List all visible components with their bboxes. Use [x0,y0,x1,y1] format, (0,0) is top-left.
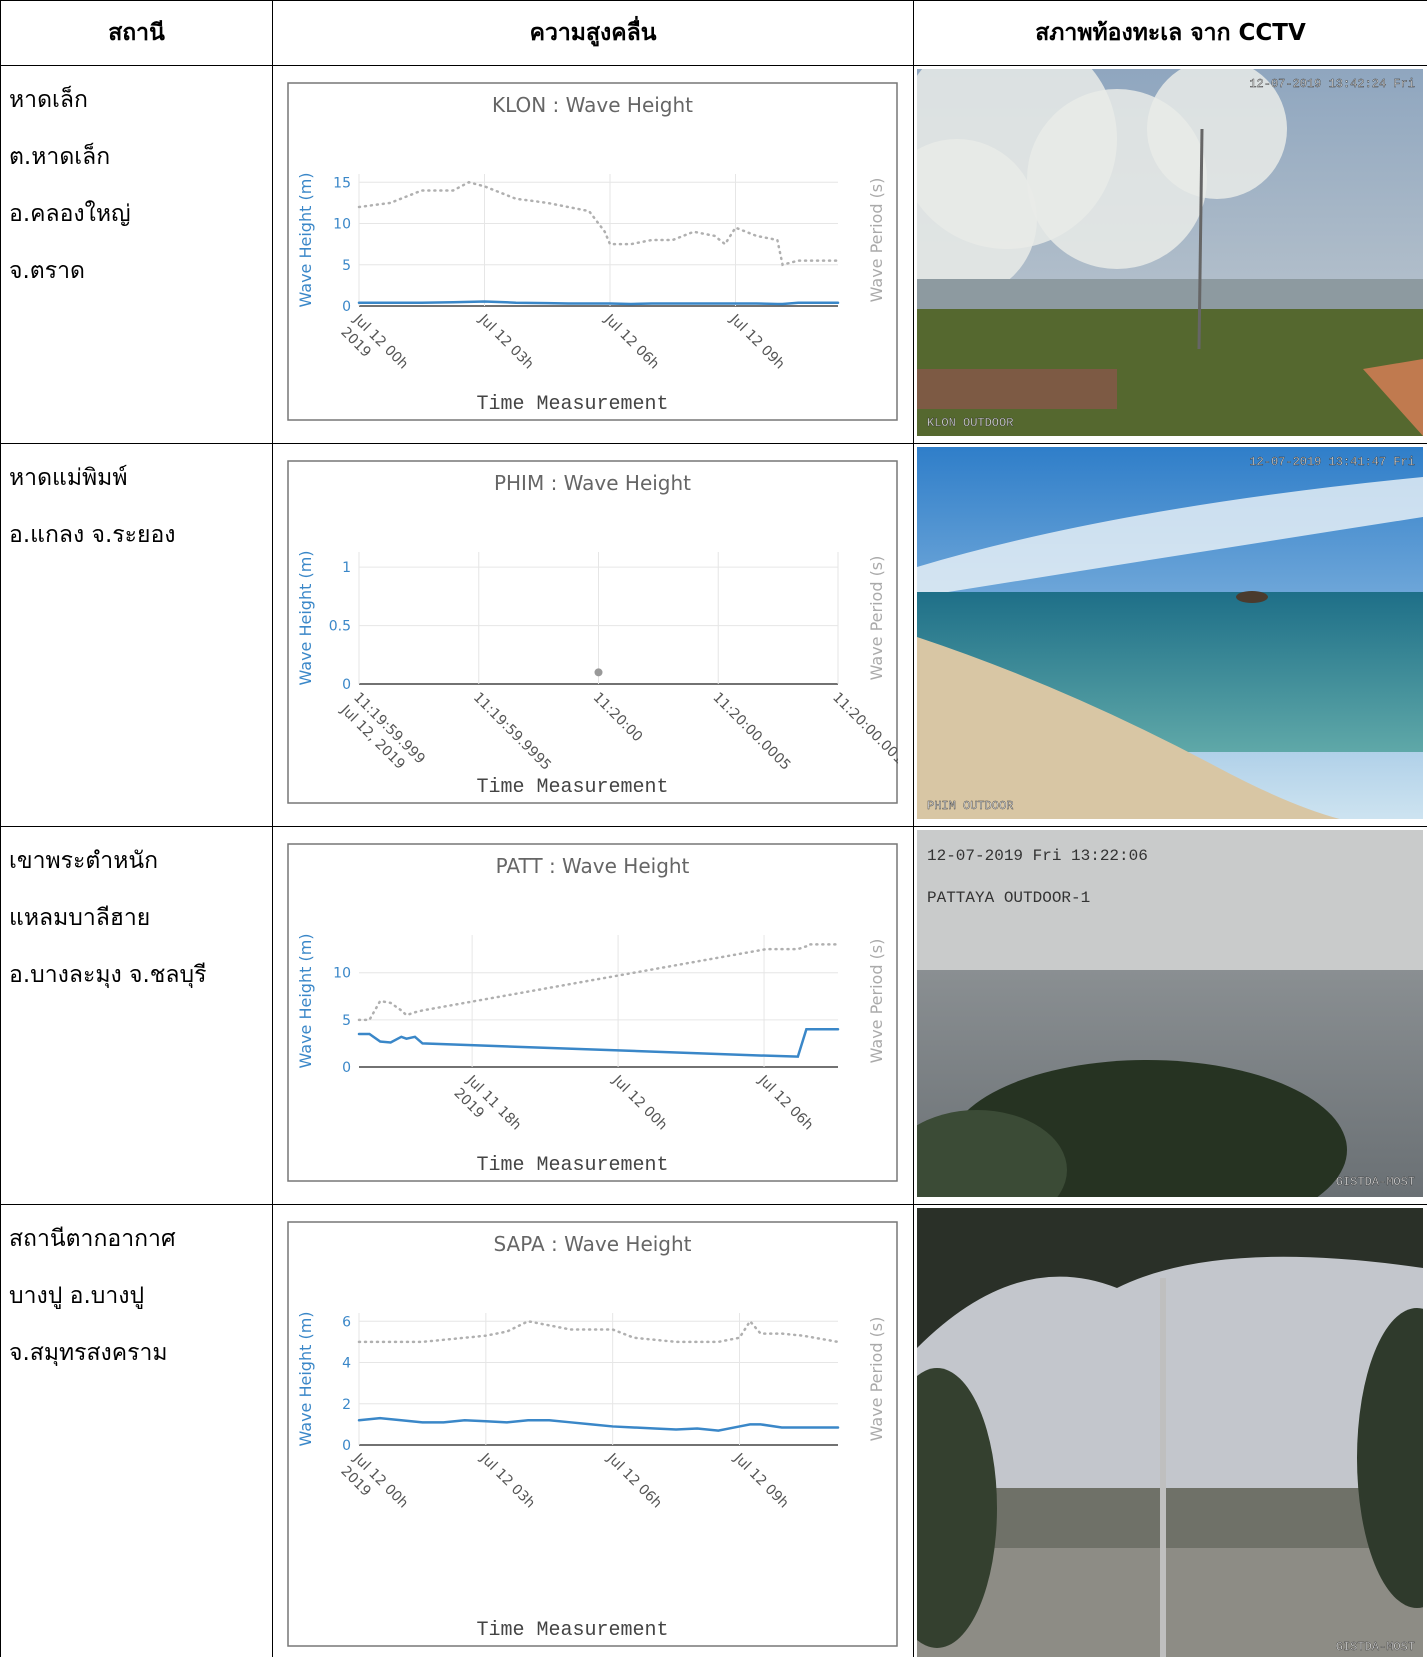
station-row: หาดแม่พิมพ์อ.แกลง จ.ระยอง PHIM : Wave Hei… [1,444,1427,827]
x-axis-title: Time Measurement [476,393,668,416]
y2-axis-title: Wave Period (s) [867,1317,886,1442]
station-line: ต.หาดเล็ก [9,129,264,186]
y2-axis-title: Wave Period (s) [867,178,886,303]
scene-part [917,369,1117,409]
scene-part [1160,1278,1166,1657]
y-tick-label: 10 [333,966,351,982]
station-row: สถานีตากอากาศบางปู อ.บางปูจ.สมุทรสงคราม S… [1,1205,1427,1657]
station-line: จ.ตราด [9,243,264,300]
cctv-overlay-text: GISTDA-MOST [1336,1640,1415,1654]
station-row: หาดเล็กต.หาดเล็กอ.คลองใหญ่จ.ตราด KLON : W… [1,66,1427,444]
station-cell: สถานีตากอากาศบางปู อ.บางปูจ.สมุทรสงคราม [1,1205,273,1657]
chart-frame [288,1222,897,1646]
x-axis-title: Time Measurement [476,1619,668,1642]
y2-axis-title: Wave Period (s) [867,556,886,681]
y-tick-label: 0.5 [329,619,351,635]
cctv-image: GISTDA-MOST [917,1208,1423,1657]
cctv-cell: 12-07-2019 Fri 13:22:06 PATTAYA OUTDOOR-1… [914,827,1427,1205]
y-axis-title: Wave Height (m) [296,172,315,307]
wave-chart: PHIM : Wave Height00.5111:19:59.999Jul 1… [287,460,898,804]
header-cell: สถานี [1,1,273,66]
y-tick-label: 5 [342,1013,351,1029]
y-axis-title: Wave Height (m) [296,933,315,1068]
cctv-overlay-text: GISTDA-MOST [1336,1175,1415,1189]
y-tick-label: 1 [342,560,351,576]
cctv-cell: 12-07-2019 13:41:47 Fri PHIM OUTDOOR [914,444,1427,827]
chart-title: SAPA : Wave Height [493,1232,691,1256]
x-axis-title: Time Measurement [476,776,668,799]
station-line: หาดแม่พิมพ์ [9,450,264,507]
x-axis-title: Time Measurement [476,1154,668,1177]
station-line: เขาพระตำหนัก [9,833,264,890]
chart-frame [288,83,897,420]
y-axis-title: Wave Height (m) [296,550,315,685]
y2-axis-title: Wave Period (s) [867,939,886,1064]
header-row: สถานีความสูงคลื่นสภาพท้องทะเล จาก CCTV [1,1,1427,66]
y-tick-label: 0 [342,1438,351,1454]
y-tick-label: 5 [342,258,351,274]
header-cell: ความสูงคลื่น [273,1,914,66]
y-tick-label: 10 [333,217,351,233]
station-line: จ.สมุทรสงคราม [9,1325,264,1382]
cctv-image: 12-07-2019 Fri 13:22:06 PATTAYA OUTDOOR-1… [917,830,1423,1197]
station-line: แหลมบาลีฮาย [9,890,264,947]
station-line: อ.บางละมุง จ.ชลบุรี [9,947,264,1004]
cctv-image: 12-07-2019 13:42:24 Fri KLON OUTDOOR [917,69,1423,436]
station-line: อ.คลองใหญ่ [9,186,264,243]
station-table: สถานีความสูงคลื่นสภาพท้องทะเล จาก CCTV ห… [0,0,1427,1657]
data-point [595,668,603,676]
station-line: บางปู อ.บางปู [9,1268,264,1325]
cctv-overlay-text: 12-07-2019 13:41:47 Fri [1249,455,1415,469]
y-tick-label: 0 [342,1060,351,1076]
chart-title: KLON : Wave Height [492,93,693,117]
cctv-overlay-text: 12-07-2019 13:42:24 Fri [1249,77,1415,91]
chart-title: PHIM : Wave Height [494,471,691,495]
station-cell: เขาพระตำหนักแหลมบาลีฮายอ.บางละมุง จ.ชลบุ… [1,827,273,1205]
y-tick-label: 15 [333,175,351,191]
station-line: อ.แกลง จ.ระยอง [9,507,264,564]
scene-part [917,279,1423,309]
chart-cell: PATT : Wave Height0510Jul 11 18h2019Jul … [273,827,914,1205]
station-row: เขาพระตำหนักแหลมบาลีฮายอ.บางละมุง จ.ชลบุ… [1,827,1427,1205]
station-line: สถานีตากอากาศ [9,1211,264,1268]
y-tick-label: 4 [342,1356,351,1372]
cctv-overlay-text: PHIM OUTDOOR [927,799,1013,813]
y-axis-title: Wave Height (m) [296,1311,315,1446]
station-cell: หาดแม่พิมพ์อ.แกลง จ.ระยอง [1,444,273,827]
station-cell: หาดเล็กต.หาดเล็กอ.คลองใหญ่จ.ตราด [1,66,273,444]
cctv-overlay-text: KLON OUTDOOR [927,416,1013,430]
y-tick-label: 0 [342,299,351,315]
y-tick-label: 2 [342,1397,351,1413]
island [1236,591,1268,603]
cctv-cell: GISTDA-MOST [914,1205,1427,1657]
cctv-overlay-text: PATTAYA OUTDOOR-1 [927,889,1090,907]
chart-title: PATT : Wave Height [496,854,690,878]
y-tick-label: 0 [342,677,351,693]
cctv-image: 12-07-2019 13:41:47 Fri PHIM OUTDOOR [917,447,1423,819]
cctv-cell: 12-07-2019 13:42:24 Fri KLON OUTDOOR [914,66,1427,444]
cctv-overlay-text: 12-07-2019 Fri 13:22:06 [927,847,1148,865]
station-line: หาดเล็ก [9,72,264,129]
header-cell: สภาพท้องทะเล จาก CCTV [914,1,1427,66]
y-tick-label: 6 [342,1314,351,1330]
